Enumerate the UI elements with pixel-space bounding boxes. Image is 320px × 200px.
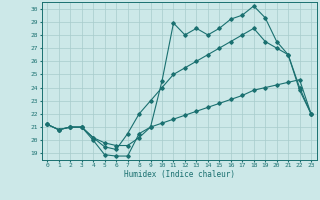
X-axis label: Humidex (Indice chaleur): Humidex (Indice chaleur) [124, 170, 235, 179]
